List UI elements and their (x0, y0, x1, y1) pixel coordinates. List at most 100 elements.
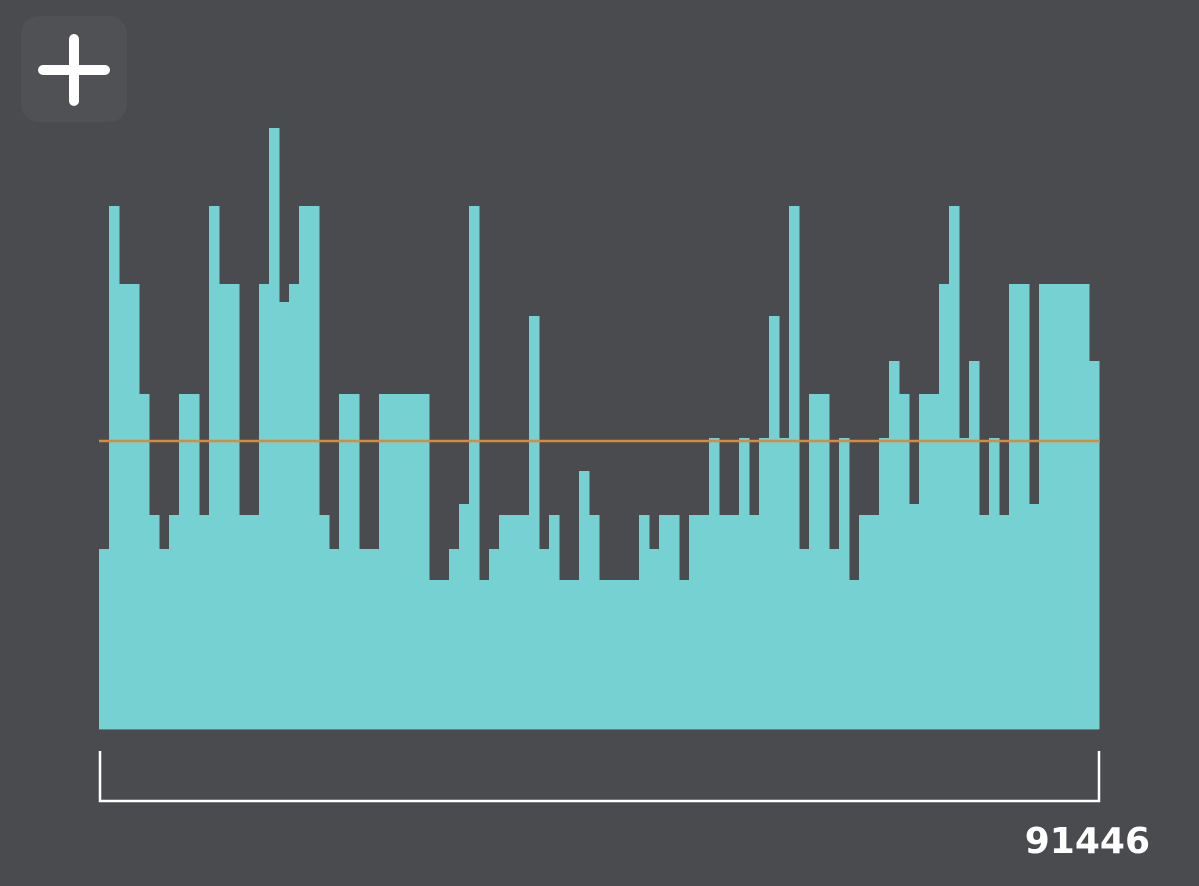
bar (689, 515, 700, 729)
bar (229, 284, 240, 729)
bar (789, 206, 800, 729)
bar (809, 394, 820, 729)
bar (619, 580, 630, 729)
bar (609, 580, 620, 729)
bar (379, 394, 390, 729)
bar (139, 394, 150, 729)
bar (249, 515, 260, 729)
bar (599, 580, 610, 729)
bar (519, 515, 530, 729)
bar (559, 580, 570, 729)
bar (839, 438, 850, 729)
range-end-label: 91446 (1025, 821, 1150, 862)
bar (239, 515, 250, 729)
bar (1019, 284, 1030, 729)
bar (639, 515, 650, 729)
bar (629, 580, 640, 729)
bar (589, 515, 600, 729)
bar (679, 580, 690, 729)
bar (759, 438, 770, 729)
bar (869, 515, 880, 729)
bar (1009, 284, 1020, 729)
bar (269, 128, 280, 729)
bar (669, 515, 680, 729)
bar (369, 549, 380, 729)
bar (459, 504, 470, 729)
bar (699, 515, 710, 729)
bar (819, 394, 830, 729)
bar (129, 284, 140, 729)
bar (119, 284, 130, 729)
bar (1059, 284, 1070, 729)
bar (479, 580, 490, 729)
bar (719, 515, 730, 729)
bar (219, 284, 230, 729)
add-button[interactable] (21, 16, 127, 122)
bar (329, 549, 340, 729)
bar (569, 580, 580, 729)
bar (999, 515, 1010, 729)
bar (549, 515, 560, 729)
bar (659, 515, 670, 729)
bar (289, 284, 300, 729)
bar (529, 316, 540, 729)
bar (389, 394, 400, 729)
bar (319, 515, 330, 729)
bar (359, 549, 370, 729)
bar (399, 394, 410, 729)
bar (1069, 284, 1080, 729)
bar (179, 394, 190, 729)
bar (779, 438, 790, 729)
bar (489, 549, 500, 729)
bar (449, 549, 460, 729)
bar (899, 394, 910, 729)
bar (849, 580, 860, 729)
bar (799, 549, 810, 729)
bar (889, 361, 900, 729)
bar (729, 515, 740, 729)
range-bracket (98, 751, 1101, 803)
bar (649, 549, 660, 729)
bar (299, 206, 310, 729)
bar (1049, 284, 1060, 729)
bar (539, 549, 550, 729)
bar (1089, 361, 1100, 729)
bar (429, 580, 440, 729)
bar (499, 515, 510, 729)
bar (349, 394, 360, 729)
bar (199, 515, 210, 729)
bar (909, 504, 920, 729)
bar (919, 394, 930, 729)
bar (189, 394, 200, 729)
bar (439, 580, 450, 729)
bar (929, 394, 940, 729)
bar (1079, 284, 1090, 729)
bar (959, 438, 970, 729)
bar (879, 438, 890, 729)
bar (939, 284, 950, 729)
bar (169, 515, 180, 729)
bar (1039, 284, 1050, 729)
bar (579, 471, 590, 729)
bar (739, 438, 750, 729)
bar (829, 549, 840, 729)
bar (509, 515, 520, 729)
bars (99, 128, 1100, 729)
bar (769, 316, 780, 729)
bar (709, 438, 720, 729)
bar (989, 438, 1000, 729)
bar (749, 515, 760, 729)
bar (99, 549, 110, 729)
bar (949, 206, 960, 729)
bar (259, 284, 270, 729)
bar (209, 206, 220, 729)
bar (469, 206, 480, 729)
bar (859, 515, 870, 729)
bar (149, 515, 160, 729)
bar (419, 394, 430, 729)
bar (969, 361, 980, 729)
bar (1029, 504, 1040, 729)
bar (109, 206, 120, 729)
bar (309, 206, 320, 729)
